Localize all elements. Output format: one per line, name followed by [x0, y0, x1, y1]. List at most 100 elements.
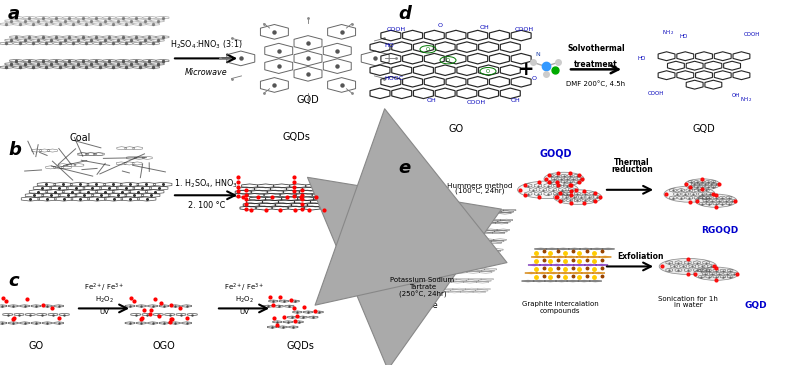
Polygon shape [589, 280, 602, 282]
Polygon shape [539, 264, 552, 266]
Polygon shape [595, 264, 608, 266]
Polygon shape [522, 280, 534, 282]
Text: UV: UV [239, 309, 249, 315]
Polygon shape [598, 256, 611, 258]
Polygon shape [557, 248, 570, 250]
Polygon shape [573, 264, 586, 266]
Text: UV: UV [99, 309, 109, 315]
Text: H$_2$SO$_4$:HNO$_3$ (3:1): H$_2$SO$_4$:HNO$_3$ (3:1) [170, 39, 242, 51]
Text: RGOQD: RGOQD [702, 226, 738, 235]
Text: HO: HO [384, 43, 394, 48]
Polygon shape [565, 256, 578, 258]
Polygon shape [533, 280, 546, 282]
Text: GQD: GQD [745, 301, 767, 310]
Polygon shape [554, 256, 566, 258]
Text: 2. 100 °C: 2. 100 °C [188, 201, 225, 210]
Text: COOH: COOH [466, 100, 486, 105]
Text: GOQD: GOQD [540, 149, 572, 159]
Ellipse shape [659, 258, 717, 274]
Text: GO: GO [449, 124, 463, 134]
Text: OH: OH [732, 93, 740, 98]
Text: Graphite: Graphite [402, 301, 438, 310]
Polygon shape [555, 280, 568, 282]
Polygon shape [534, 248, 547, 250]
Text: COOH: COOH [648, 91, 664, 96]
Polygon shape [581, 272, 594, 274]
Text: NH$_2$: NH$_2$ [662, 28, 674, 36]
Text: O: O [486, 69, 490, 74]
Polygon shape [578, 280, 590, 282]
Text: (250°C, 24hr): (250°C, 24hr) [398, 291, 446, 298]
Text: COOH: COOH [386, 27, 406, 32]
Text: a: a [8, 5, 20, 23]
Text: Solvothermal: Solvothermal [567, 44, 625, 53]
Polygon shape [590, 248, 603, 250]
Ellipse shape [554, 190, 602, 204]
Polygon shape [576, 256, 589, 258]
Polygon shape [602, 248, 614, 250]
Text: Fe$^{2+}$/ Fe$^{3+}$: Fe$^{2+}$/ Fe$^{3+}$ [84, 281, 124, 294]
Ellipse shape [518, 181, 578, 199]
Text: O: O [426, 47, 430, 52]
Polygon shape [587, 256, 600, 258]
Text: O: O [446, 58, 450, 63]
Text: NH$_2$: NH$_2$ [739, 95, 752, 104]
Text: O: O [438, 23, 442, 28]
Text: Graphite intercalation: Graphite intercalation [522, 301, 598, 307]
Polygon shape [566, 280, 579, 282]
Text: in water: in water [674, 302, 702, 308]
Text: Exfoliation: Exfoliation [617, 252, 663, 261]
Text: GQD: GQD [297, 95, 319, 105]
Polygon shape [525, 272, 538, 274]
Text: OGO: OGO [153, 341, 175, 351]
Polygon shape [547, 272, 560, 274]
Text: HOOC: HOOC [384, 76, 403, 81]
Polygon shape [570, 272, 582, 274]
Polygon shape [542, 256, 555, 258]
Polygon shape [579, 248, 592, 250]
Ellipse shape [664, 186, 715, 202]
Text: HO: HO [680, 34, 688, 39]
Text: e: e [398, 159, 410, 177]
Ellipse shape [544, 172, 584, 185]
Polygon shape [568, 248, 581, 250]
Text: Coal: Coal [70, 133, 90, 143]
Text: c: c [8, 272, 18, 290]
Text: DMF 200°C, 4.5h: DMF 200°C, 4.5h [566, 80, 626, 87]
Ellipse shape [685, 179, 720, 190]
Text: HO: HO [638, 56, 646, 61]
Polygon shape [584, 264, 597, 266]
Text: Thermal: Thermal [614, 158, 650, 167]
Text: compounds: compounds [540, 308, 580, 314]
Ellipse shape [694, 267, 738, 280]
Text: reduction: reduction [611, 165, 653, 174]
Polygon shape [531, 256, 544, 258]
Text: GO: GO [29, 341, 43, 351]
Text: Tartrate: Tartrate [409, 284, 436, 290]
Text: H$_2$O$_2$: H$_2$O$_2$ [94, 295, 114, 305]
Text: COOH: COOH [744, 32, 760, 37]
Polygon shape [528, 264, 541, 266]
Text: Microwave: Microwave [185, 68, 228, 77]
Text: GQDs: GQDs [282, 132, 310, 142]
Text: H$_2$O$_2$: H$_2$O$_2$ [234, 295, 254, 305]
Polygon shape [536, 272, 549, 274]
Text: b: b [8, 141, 21, 158]
Ellipse shape [695, 194, 737, 207]
Polygon shape [550, 264, 563, 266]
Text: Potassium Sodium: Potassium Sodium [390, 277, 454, 283]
Text: OH: OH [479, 25, 489, 30]
Text: O: O [532, 76, 537, 81]
Text: Sonication for 1h: Sonication for 1h [658, 296, 718, 301]
Text: Fe$^{2+}$/ Fe$^{3+}$: Fe$^{2+}$/ Fe$^{3+}$ [224, 281, 264, 294]
Text: COOH: COOH [514, 27, 534, 32]
Text: OH: OH [427, 98, 437, 103]
Text: GQDs: GQDs [286, 341, 314, 351]
Text: d: d [398, 5, 411, 23]
Text: +: + [518, 60, 534, 79]
Polygon shape [546, 248, 558, 250]
Text: (100°C, 24hr): (100°C, 24hr) [455, 187, 505, 195]
Text: Hummers method: Hummers method [447, 183, 513, 189]
Polygon shape [592, 272, 605, 274]
Text: OH: OH [511, 98, 521, 103]
